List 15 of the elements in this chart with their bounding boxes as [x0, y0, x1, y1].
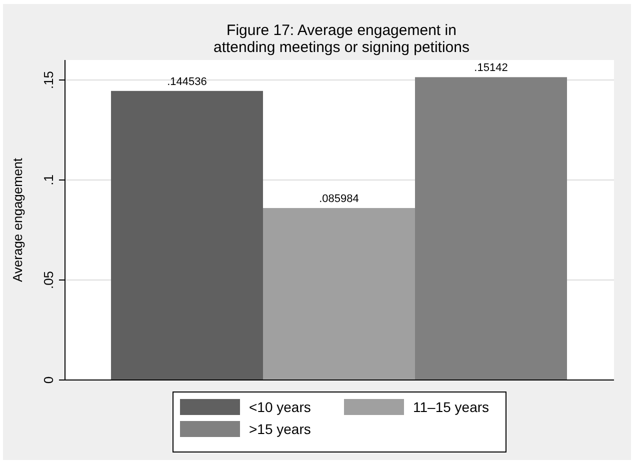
y-tick-label: 0 — [41, 376, 56, 384]
legend-label: <10 years — [249, 399, 311, 415]
y-tick-label: .1 — [41, 174, 56, 186]
bar — [415, 77, 567, 380]
legend-label: 11–15 years — [413, 399, 490, 415]
data-label: .085984 — [319, 193, 359, 206]
bar — [111, 90, 263, 380]
bar — [263, 208, 415, 380]
data-label: .15142 — [474, 62, 508, 74]
y-tick-label: .05 — [41, 270, 56, 290]
chart-title: Figure 17: Average engagement in attending meetings or signing petitions — [214, 22, 470, 56]
y-tick-label: .15 — [41, 70, 56, 90]
data-label: .144536 — [167, 76, 207, 88]
legend-label: >15 years — [249, 421, 311, 437]
y-axis-title: Average engagement — [10, 158, 25, 282]
